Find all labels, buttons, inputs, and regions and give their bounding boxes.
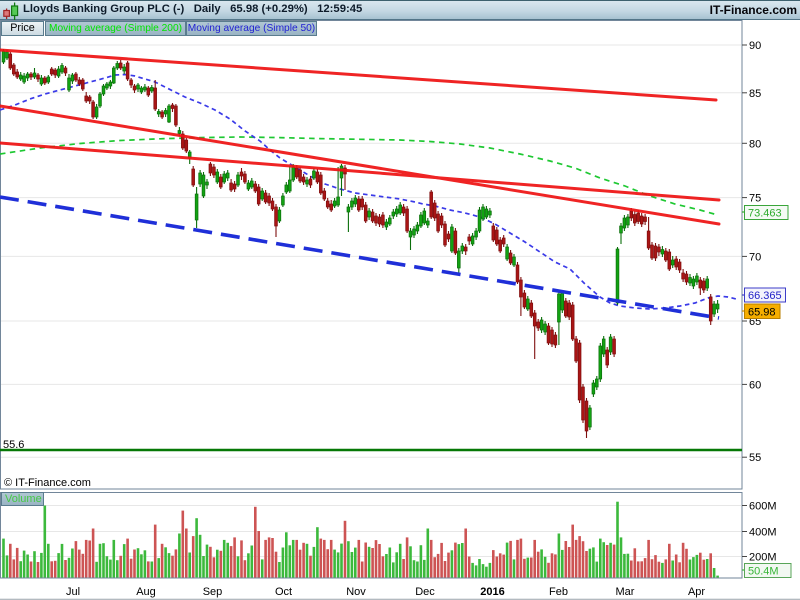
- svg-text:© IT-Finance.com: © IT-Finance.com: [4, 477, 91, 489]
- svg-text:Aug: Aug: [136, 586, 156, 598]
- svg-text:Jul: Jul: [66, 586, 80, 598]
- svg-text:85: 85: [749, 88, 761, 100]
- svg-text:66.365: 66.365: [748, 290, 782, 302]
- svg-text:400M: 400M: [749, 527, 777, 539]
- svg-text:90: 90: [749, 40, 761, 52]
- svg-text:Apr: Apr: [688, 586, 705, 598]
- svg-text:55.6: 55.6: [3, 439, 24, 451]
- svg-text:Dec: Dec: [415, 586, 435, 598]
- svg-text:70: 70: [749, 251, 761, 263]
- svg-text:Sep: Sep: [203, 586, 223, 598]
- svg-text:Feb: Feb: [549, 586, 568, 598]
- svg-text:80: 80: [749, 138, 761, 150]
- svg-text:600M: 600M: [749, 501, 777, 513]
- svg-text:2016: 2016: [480, 586, 504, 598]
- svg-text:50.4M: 50.4M: [748, 566, 779, 578]
- svg-text:55: 55: [749, 452, 761, 464]
- svg-text:73.463: 73.463: [748, 208, 782, 220]
- svg-text:Mar: Mar: [616, 586, 635, 598]
- svg-text:75: 75: [749, 193, 761, 205]
- svg-text:65.98: 65.98: [748, 307, 776, 319]
- svg-text:Oct: Oct: [275, 586, 292, 598]
- svg-text:200M: 200M: [749, 552, 777, 564]
- svg-text:60: 60: [749, 379, 761, 391]
- svg-text:Nov: Nov: [346, 586, 366, 598]
